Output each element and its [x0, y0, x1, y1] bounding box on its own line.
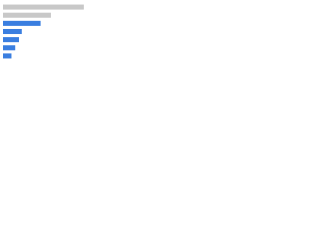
bar	[3, 12, 51, 18]
bar	[3, 20, 41, 26]
bar	[3, 28, 22, 35]
chart	[3, 4, 84, 59]
bar	[3, 45, 16, 51]
bar	[3, 4, 84, 10]
bar	[3, 53, 12, 59]
page: (() => { const data = JSON.parse(documen…	[0, 0, 320, 71]
bar	[3, 37, 19, 43]
